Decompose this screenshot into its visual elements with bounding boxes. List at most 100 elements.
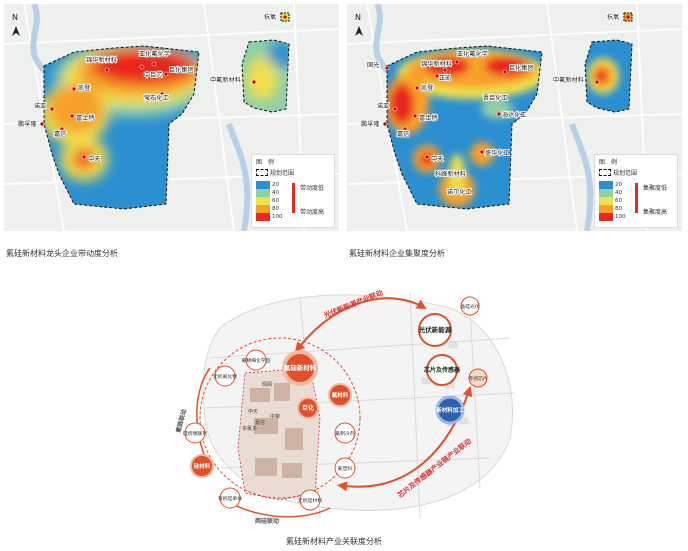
map-label: 锦华新材料 xyxy=(86,56,117,64)
map-label: 富士特 xyxy=(419,114,438,122)
map-label: 亚化氟化学 xyxy=(139,50,170,58)
node-chip: 芯片及传感器 xyxy=(424,354,461,386)
svg-text:芯片及传感器: 芯片及传感器 xyxy=(424,366,461,374)
north-label: N xyxy=(355,13,361,22)
map-label: 富士特 xyxy=(76,114,95,122)
legend-scale xyxy=(599,181,613,221)
node-silicon-material: 硅材料 xyxy=(190,454,214,478)
heatmap-drive: N 锦华新材料 亚化氟化学 巨化集团 中巨芯 凯登 萤石化工 诺亚 鹏孚隆 富士… xyxy=(4,4,339,231)
link-label: 两硅联动 xyxy=(255,517,279,525)
legend-value: 100 xyxy=(272,214,283,220)
legend-boundary-label: 规划范围 xyxy=(613,170,638,177)
map-label: 凯登 xyxy=(421,84,434,92)
svg-text:巨化: 巨化 xyxy=(302,404,314,412)
map-label: 鹏孚隆 xyxy=(18,120,37,128)
linkage-svg: 光伏新能源产业联动 芯片及传感器产业链产业联动 氟链联动 两硅联动 氟硅新材料 … xyxy=(174,288,516,525)
node-inorganic-silicon: 无机硅材料 xyxy=(298,489,322,511)
node-fluoro-material: 氟材料 xyxy=(328,383,352,407)
svg-text:硅材料: 硅材料 xyxy=(194,462,211,470)
legend-boundary-label: 规划范围 xyxy=(270,170,295,177)
map-label: 凯登 xyxy=(78,84,91,92)
inner-label: 中天 xyxy=(248,408,258,415)
map-label: 巨化集团 xyxy=(169,66,194,74)
legend: 图 例 规划范围 20 40 60 80 100 集聚度低 集聚度高 xyxy=(594,154,678,228)
svg-text:无机硅材料: 无机硅材料 xyxy=(298,497,322,504)
node-sensor-chip: 传感芯片 xyxy=(468,368,488,388)
map-label: 盛华化工 xyxy=(485,149,510,157)
legend-value: 20 xyxy=(272,182,279,188)
map-caption: 氟硅新材料企业集聚度分析 xyxy=(349,249,445,258)
map-label: 科峰新材料 xyxy=(435,170,466,178)
map-label: 巨化集团 xyxy=(509,64,534,72)
map-label: 萤石化工 xyxy=(144,94,169,102)
north-arrow-icon: N xyxy=(12,13,20,36)
node-refrigerant: 氟制冷剂 xyxy=(334,422,356,444)
diagram-caption: 氟硅新材料产业关联度分析 xyxy=(286,537,382,546)
map-label: 鹏孚隆 xyxy=(361,120,380,128)
legend-title: 图 例 xyxy=(599,159,618,166)
svg-text:氟塑料: 氟塑料 xyxy=(338,465,353,472)
map-label: 锦华新材料 xyxy=(421,60,452,68)
map-panel-drive: N 锦华新材料 亚化氟化学 巨化集团 中巨芯 凯登 萤石化工 诺亚 鹏孚隆 富士… xyxy=(4,4,339,231)
map-label: 诺亚 xyxy=(377,102,389,110)
legend-boundary-swatch xyxy=(256,169,268,176)
inner-label: 佩阁 xyxy=(262,381,272,388)
map-label: 中天 xyxy=(88,155,100,163)
legend-value: 40 xyxy=(272,190,279,196)
svg-text:晶硅光伏: 晶硅光伏 xyxy=(460,303,479,310)
legend-low: 带动度低 xyxy=(300,185,325,192)
svg-text:光伏新能源: 光伏新能源 xyxy=(418,325,452,334)
map-panel-cluster: N 国光 亚化氟化学 锦华新材料 巨化集团 正凯 凯登 晋巨化工 海达化工 诺亚… xyxy=(347,4,682,231)
legend-value: 60 xyxy=(272,198,279,204)
node-pv: 光伏新能源 xyxy=(418,313,452,347)
legend-title: 图 例 xyxy=(256,159,275,166)
map-caption: 氟硅新材料龙头企业带动度分析 xyxy=(6,249,118,258)
node-silane: 硅烷偶联剂 xyxy=(183,422,207,444)
legend: 图 例 规划范围 20 40 60 80 100 带动度低 带动度高 xyxy=(251,154,335,228)
svg-text:新材料加工: 新材料加工 xyxy=(436,406,464,414)
svg-text:硅烷偶联剂: 硅烷偶联剂 xyxy=(183,430,207,437)
svg-text:有机硅单体: 有机硅单体 xyxy=(218,495,242,502)
inner-label: 嘉信 xyxy=(255,419,265,426)
map-label: 正凯 xyxy=(439,74,451,82)
map-label: 诺亚 xyxy=(34,102,46,110)
arrow-icon xyxy=(635,183,638,213)
inner-label: 中荣 xyxy=(270,413,280,420)
inner-label: 多氟多 xyxy=(242,425,257,432)
north-label: N xyxy=(12,13,18,22)
svg-text:氟精细化学品: 氟精细化学品 xyxy=(242,357,271,364)
svg-text:氟制冷剂: 氟制冷剂 xyxy=(335,430,354,437)
legend-value: 60 xyxy=(615,198,622,204)
legend-value: 40 xyxy=(615,190,622,196)
map-label: 中氟新材料 xyxy=(210,76,241,84)
linkage-diagram: 光伏新能源产业联动 芯片及传感器产业链产业联动 氟链联动 两硅联动 氟硅新材料 … xyxy=(150,268,540,530)
map-label: 诺尔化工 xyxy=(447,188,472,196)
legend-value: 80 xyxy=(615,206,622,212)
legend-boundary-swatch xyxy=(599,169,611,176)
node-fluoro-chem: 氟精细化学品 xyxy=(242,349,271,371)
svg-text:氟材料: 氟材料 xyxy=(332,391,349,399)
map-label: 嘉信 xyxy=(54,130,66,138)
map-label: 中天 xyxy=(431,155,443,163)
node-juhua: 巨化 xyxy=(297,397,319,419)
svg-text:传感芯片: 传感芯片 xyxy=(468,375,487,382)
map-label: 亚化氟化学 xyxy=(457,50,488,58)
node-organosilicon-monomer: 有机硅单体 xyxy=(218,487,242,509)
legend-value: 100 xyxy=(615,214,626,220)
legend-high: 带动度高 xyxy=(300,209,325,216)
map-label: 国光 xyxy=(367,61,379,69)
legend-value: 20 xyxy=(615,182,622,188)
map-label: 杭氧 xyxy=(607,13,619,21)
node-new-material: 新材料加工 xyxy=(435,395,465,425)
node-fluorosilicon: 氟硅新材料 xyxy=(282,350,318,386)
node-photovoltaic-silicon: 晶硅光伏 xyxy=(460,296,480,316)
map-label: 杭氧 xyxy=(264,13,276,21)
legend-high: 集聚度高 xyxy=(643,209,668,216)
node-inorganic-fluoro: 无机氟化物 xyxy=(213,365,237,387)
map-label: 中巨芯 xyxy=(144,71,163,79)
map-label: 嘉信 xyxy=(397,130,409,138)
svg-text:氟硅新材料: 氟硅新材料 xyxy=(284,363,317,372)
legend-value: 80 xyxy=(272,206,279,212)
north-arrow-icon: N xyxy=(355,13,363,36)
svg-text:无机氟化物: 无机氟化物 xyxy=(213,373,237,380)
